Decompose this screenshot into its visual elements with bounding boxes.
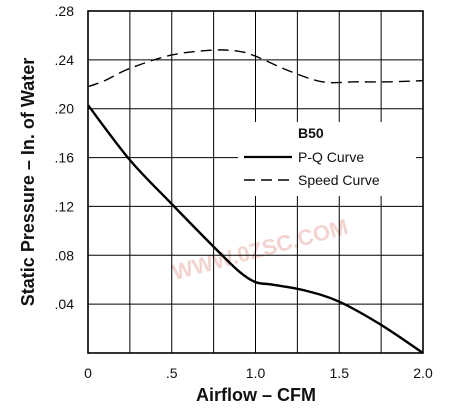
y-tick-label: .12: [55, 198, 75, 214]
x-tick-label: 0: [84, 365, 92, 381]
x-tick-label: 2.0: [413, 365, 433, 381]
legend-label-speed: Speed Curve: [298, 172, 380, 188]
y-tick-label: .04: [55, 296, 75, 312]
y-tick-label: .24: [55, 52, 75, 68]
y-tick-label: .16: [55, 150, 75, 166]
y-tick-label: .20: [55, 101, 75, 117]
y-tick-label: .08: [55, 247, 75, 263]
y-tick-label: .28: [55, 3, 75, 19]
x-tick-label: 1.0: [246, 365, 266, 381]
plot-border: [87, 10, 424, 354]
legend: B50 P-Q Curve Speed Curve: [238, 122, 416, 196]
series-line-p-q-curve: [87, 104, 424, 354]
x-tick-label: .5: [166, 365, 178, 381]
series-layer: [87, 49, 424, 354]
x-tick-label: 1.5: [330, 365, 350, 381]
y-axis-title: Static Pressure – In. of Water: [18, 58, 38, 306]
watermark-text: WWW.0ZSC.COM: [169, 214, 350, 285]
plot-frame: [87, 10, 424, 354]
legend-background: [238, 122, 416, 196]
watermark: WWW.0ZSC.COM: [169, 214, 350, 285]
legend-label-pq: P-Q Curve: [298, 149, 364, 165]
tick-labels: 0 .5 1.0 1.5 2.0 .04 .08 .12 .16 .20 .24 .28: [55, 3, 433, 381]
series-line-speed-curve: [87, 49, 424, 88]
x-axis-title: Airflow – CFM: [196, 385, 316, 405]
legend-title: B50: [298, 125, 324, 141]
